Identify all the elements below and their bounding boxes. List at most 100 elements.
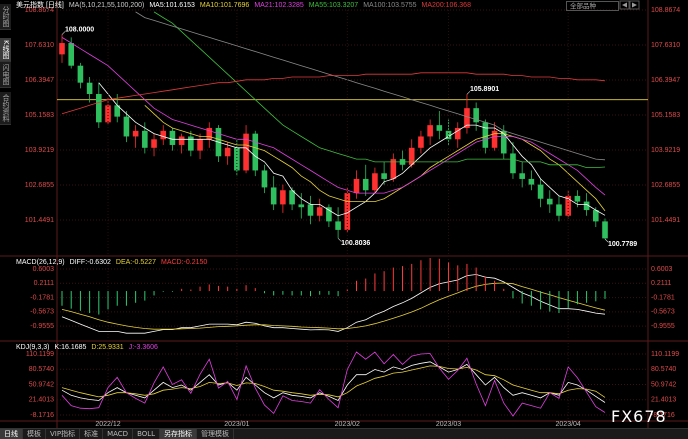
candle-body — [316, 207, 323, 216]
candle-body — [261, 170, 268, 188]
sidebar-tab[interactable]: 合约资料 — [0, 92, 11, 125]
annotation-pointer — [337, 238, 342, 242]
candle-body — [326, 207, 332, 222]
candle-body — [500, 130, 507, 154]
y-tick-label: 101.4491 — [25, 217, 54, 224]
candle-body — [178, 136, 185, 145]
annotation-pointer — [61, 31, 66, 35]
nav-arrows[interactable] — [619, 0, 640, 10]
candle-body — [381, 173, 387, 179]
y-tick-label: -8.1716 — [30, 412, 54, 419]
y-tick-label-right: 80.5740 — [651, 366, 676, 373]
toolbar-item[interactable]: MACD — [103, 429, 134, 439]
y-tick-label-right: 107.6310 — [651, 42, 680, 49]
toolbar-item[interactable]: 日线 — [0, 429, 23, 439]
sidebar-tab[interactable]: K线图 — [0, 38, 11, 62]
candle-body — [169, 130, 176, 145]
y-tick-label: 108.8674 — [25, 7, 54, 14]
candle-body — [234, 147, 240, 171]
candle-body — [86, 82, 93, 95]
panel-legend: KDJ(9,3,3) — [16, 344, 49, 351]
series-line — [61, 72, 606, 115]
series-line — [61, 274, 606, 334]
candle-body — [602, 221, 608, 239]
toolbar: 日线 模板 VIP指标 标准 MACD BOLL 另存指标 管理模板 — [0, 428, 688, 439]
candle-body — [289, 190, 295, 205]
candle-body — [307, 204, 314, 216]
y-tick-label-right: -0.5673 — [651, 309, 675, 316]
y-tick-label: -0.5673 — [30, 309, 54, 316]
series-line — [144, 105, 606, 212]
y-tick-label-right: 21.4013 — [651, 397, 676, 404]
candle-body — [583, 201, 590, 211]
series-line — [98, 82, 606, 217]
y-tick-label: -0.1781 — [30, 294, 54, 301]
candle-body — [519, 173, 525, 179]
prev-button[interactable] — [619, 0, 630, 10]
panel-legend: K:16.1685 — [54, 344, 86, 351]
y-tick-label: 0.6003 — [33, 266, 55, 273]
y-tick-label-right: 108.8674 — [651, 7, 680, 14]
next-arrow — [632, 2, 637, 8]
panel-legend: MA100:103.5755 — [363, 2, 416, 9]
panel-legend: MA200:106.368 — [422, 2, 472, 9]
next-button[interactable] — [629, 0, 640, 10]
y-tick-label-right: 0.6003 — [651, 266, 673, 273]
panel-legend: J:-3.3606 — [129, 344, 158, 351]
panel-legend: MA5:101.6153 — [149, 2, 195, 9]
panel-legend: MA55:103.3207 — [309, 2, 359, 9]
toolbar-item[interactable]: BOLL — [133, 429, 161, 439]
candle-body — [574, 195, 581, 202]
watermark: FX678 — [611, 407, 667, 426]
series-line — [153, 11, 606, 168]
candle-body — [188, 136, 194, 151]
panel-legend: MACD(26,12,9) — [16, 259, 65, 266]
y-tick-label-right: -0.1781 — [651, 294, 675, 301]
y-tick-label-right: -0.9555 — [651, 323, 675, 330]
symbol-selector[interactable]: 全部品种 — [566, 1, 619, 11]
panel-legend: MA10:101.7696 — [200, 2, 250, 9]
annotation-label: 100.8036 — [341, 240, 370, 247]
candle-body — [427, 125, 433, 137]
y-tick-label-right: 50.9742 — [651, 381, 676, 388]
candle-body — [408, 147, 415, 165]
x-tick-label: 2023/02 — [335, 421, 360, 428]
toolbar-item[interactable]: 模板 — [23, 429, 46, 439]
x-tick-label: 2022/12 — [95, 421, 120, 428]
candle-body — [151, 139, 157, 148]
candle-body — [160, 130, 167, 140]
candle-body — [197, 139, 203, 151]
annotation-label: 108.0000 — [65, 26, 94, 33]
x-tick-label: 2023/01 — [224, 421, 249, 428]
candle-body — [556, 204, 562, 216]
series-line — [135, 11, 606, 161]
toolbar-item[interactable]: 管理模板 — [197, 429, 235, 439]
series-line — [61, 37, 606, 196]
series-line — [61, 282, 606, 330]
toolbar-item[interactable]: VIP指标 — [46, 429, 81, 439]
candle-body — [491, 130, 498, 148]
candle-body — [418, 136, 424, 148]
candle-body — [243, 133, 249, 171]
annotation-pointer — [604, 238, 609, 243]
y-tick-label-right: 106.3947 — [651, 77, 680, 84]
panel-legend: DIFF:-0.6302 — [70, 259, 111, 266]
y-tick-label-right: 103.9219 — [651, 147, 680, 154]
candle-body — [592, 210, 599, 222]
candle-body — [280, 190, 286, 205]
candle-body — [464, 108, 470, 128]
candle-body — [224, 147, 231, 157]
annotation-pointer — [466, 91, 471, 95]
candle-body — [105, 105, 111, 123]
sidebar-tab[interactable]: 分时图 — [0, 4, 11, 30]
sidebar-tab[interactable]: 闪电图 — [0, 62, 11, 88]
candle-body — [454, 127, 461, 140]
y-tick-label: 80.5740 — [29, 366, 54, 373]
x-tick-label: 2023/04 — [556, 421, 581, 428]
candle-body — [132, 130, 139, 137]
toolbar-item[interactable]: 另存指标 — [160, 429, 198, 439]
toolbar-item[interactable]: 标准 — [80, 429, 104, 439]
series-line — [61, 365, 606, 398]
panel-legend: MA(5,10,21,55,100,200) — [69, 2, 145, 9]
